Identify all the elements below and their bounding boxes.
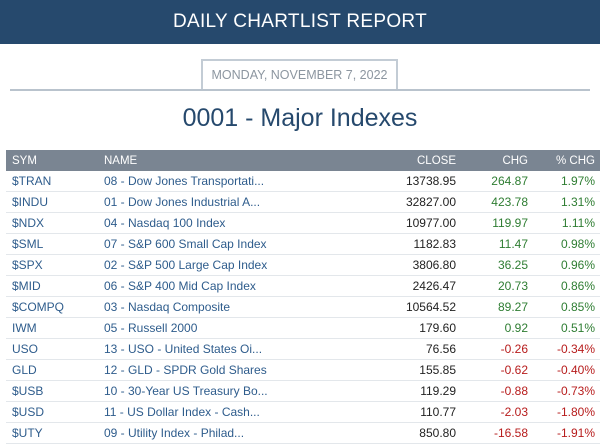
close-value: 110.77 bbox=[420, 405, 456, 419]
symbol-link[interactable]: $NDX bbox=[12, 216, 45, 230]
table-row[interactable]: GLD 12 - GLD - SPDR Gold Shares 155.85 -0.6… bbox=[6, 360, 600, 381]
index-name-link[interactable]: 11 - US Dollar Index - Cash... bbox=[104, 405, 260, 419]
report-header: DAILY CHARTLIST REPORT bbox=[0, 0, 600, 44]
change-value: -0.88 bbox=[500, 384, 528, 398]
table-row[interactable]: $MID 06 - S&P 400 Mid Cap Index 2426.47 20.… bbox=[6, 276, 600, 297]
divider bbox=[10, 89, 590, 91]
table-row[interactable]: $SPX 02 - S&P 500 Large Cap Index 3806.80 3… bbox=[6, 255, 600, 276]
close-value: 3806.80 bbox=[412, 258, 456, 272]
index-name-link[interactable]: 05 - Russell 2000 bbox=[104, 321, 198, 335]
close-value: 32827.00 bbox=[405, 195, 456, 209]
change-value: -16.58 bbox=[493, 426, 528, 440]
percent-change-value: 1.11% bbox=[561, 216, 595, 230]
change-value: 0.92 bbox=[504, 321, 528, 335]
close-value: 179.60 bbox=[419, 321, 456, 335]
symbol-link[interactable]: $SML bbox=[12, 237, 44, 251]
indexes-table: SYM NAME CLOSE CHG % CHG $TRAN 08 - Dow J… bbox=[6, 150, 600, 444]
close-value: 155.85 bbox=[419, 363, 456, 377]
table-row[interactable]: IWM 05 - Russell 2000 179.60 0.92 0.51% bbox=[6, 318, 600, 339]
symbol-link[interactable]: IWM bbox=[12, 321, 37, 335]
close-value: 10564.52 bbox=[405, 300, 456, 314]
change-value: -2.03 bbox=[500, 405, 528, 419]
table-header-row: SYM NAME CLOSE CHG % CHG bbox=[6, 150, 600, 171]
percent-change-value: 0.86% bbox=[560, 279, 595, 293]
table-row[interactable]: $INDU 01 - Dow Jones Industrial A... 32827… bbox=[6, 192, 600, 213]
change-value: 264.87 bbox=[491, 174, 528, 188]
change-value: 11.47 bbox=[498, 237, 528, 251]
index-name-link[interactable]: 01 - Dow Jones Industrial A... bbox=[104, 195, 261, 209]
symbol-link[interactable]: $TRAN bbox=[12, 174, 52, 188]
symbol-link[interactable]: $SPX bbox=[12, 258, 43, 272]
index-name-link[interactable]: 08 - Dow Jones Transportati... bbox=[104, 174, 265, 188]
change-value: -0.62 bbox=[500, 363, 528, 377]
table-row[interactable]: USO 13 - USO - United States Oi... 76.56 -0… bbox=[6, 339, 600, 360]
index-name-link[interactable]: 03 - Nasdaq Composite bbox=[104, 300, 231, 314]
column-header-sym[interactable]: SYM bbox=[12, 154, 37, 167]
table-row[interactable]: $COMPQ 03 - Nasdaq Composite 10564.52 89.27… bbox=[6, 297, 600, 318]
change-value: -0.26 bbox=[500, 342, 528, 356]
percent-change-value: 1.31% bbox=[560, 195, 595, 209]
date-section: MONDAY, NOVEMBER 7, 2022 bbox=[0, 44, 600, 92]
close-value: 2426.47 bbox=[412, 279, 456, 293]
indexes-table-container: SYM NAME CLOSE CHG % CHG $TRAN 08 - Dow J… bbox=[6, 150, 600, 444]
close-value: 13738.95 bbox=[405, 174, 456, 188]
percent-change-value: -1.91% bbox=[556, 426, 595, 440]
column-header-chg[interactable]: CHG bbox=[502, 154, 528, 167]
column-header-name[interactable]: NAME bbox=[104, 154, 138, 167]
index-name-link[interactable]: 10 - 30-Year US Treasury Bo... bbox=[104, 384, 268, 398]
symbol-link[interactable]: $COMPQ bbox=[12, 300, 65, 314]
change-value: 20.73 bbox=[497, 279, 528, 293]
close-value: 119.29 bbox=[420, 384, 456, 398]
table-row[interactable]: $UTY 09 - Utility Index - Philad... 850.80… bbox=[6, 423, 600, 444]
percent-change-value: 1.97% bbox=[560, 174, 595, 188]
index-name-link[interactable]: 06 - S&P 400 Mid Cap Index bbox=[104, 279, 256, 293]
percent-change-value: -0.34% bbox=[556, 342, 595, 356]
table-row[interactable]: $TRAN 08 - Dow Jones Transportati... 13738… bbox=[6, 171, 600, 192]
index-name-link[interactable]: 04 - Nasdaq 100 Index bbox=[104, 216, 226, 230]
percent-change-value: 0.98% bbox=[560, 237, 595, 251]
percent-change-value: -0.73% bbox=[556, 384, 595, 398]
table-row[interactable]: $USB 10 - 30-Year US Treasury Bo... 119.29… bbox=[6, 381, 600, 402]
close-value: 850.80 bbox=[419, 426, 456, 440]
index-name-link[interactable]: 02 - S&P 500 Large Cap Index bbox=[104, 258, 268, 272]
index-name-link[interactable]: 07 - S&P 600 Small Cap Index bbox=[104, 237, 267, 251]
page-title: 0001 - Major Indexes bbox=[182, 104, 418, 132]
symbol-link[interactable]: $UTY bbox=[12, 426, 43, 440]
percent-change-value: -0.40% bbox=[556, 363, 595, 377]
percent-change-value: 0.85% bbox=[560, 300, 595, 314]
index-name-link[interactable]: 12 - GLD - SPDR Gold Shares bbox=[104, 363, 267, 377]
percent-change-value: -1.80% bbox=[556, 405, 595, 419]
index-name-link[interactable]: 09 - Utility Index - Philad... bbox=[104, 426, 245, 440]
column-header-pct-chg[interactable]: % CHG bbox=[556, 154, 595, 167]
table-row[interactable]: $NDX 04 - Nasdaq 100 Index 10977.00 119.97 1… bbox=[6, 213, 600, 234]
change-value: 119.97 bbox=[492, 216, 528, 230]
close-value: 10977.00 bbox=[405, 216, 456, 230]
symbol-link[interactable]: $INDU bbox=[12, 195, 49, 209]
percent-change-value: 0.51% bbox=[560, 321, 595, 335]
table-row[interactable]: $USD 11 - US Dollar Index - Cash... 110.77… bbox=[6, 402, 600, 423]
symbol-link[interactable]: $USB bbox=[12, 384, 44, 398]
report-date: MONDAY, NOVEMBER 7, 2022 bbox=[201, 59, 398, 89]
index-name-link[interactable]: 13 - USO - United States Oi... bbox=[104, 342, 263, 356]
table-row[interactable]: $SML 07 - S&P 600 Small Cap Index 1182.83 1… bbox=[6, 234, 600, 255]
percent-change-value: 0.96% bbox=[560, 258, 595, 272]
symbol-link[interactable]: GLD bbox=[12, 363, 37, 377]
change-value: 89.27 bbox=[497, 300, 528, 314]
symbol-link[interactable]: $USD bbox=[12, 405, 45, 419]
close-value: 76.56 bbox=[425, 342, 456, 356]
report-title: DAILY CHARTLIST REPORT bbox=[172, 11, 428, 32]
symbol-link[interactable]: $MID bbox=[12, 279, 41, 293]
change-value: 36.25 bbox=[497, 258, 528, 272]
symbol-link[interactable]: USO bbox=[12, 342, 39, 356]
column-header-close[interactable]: CLOSE bbox=[417, 154, 456, 167]
change-value: 423.78 bbox=[491, 195, 528, 209]
close-value: 1182.83 bbox=[413, 237, 457, 251]
